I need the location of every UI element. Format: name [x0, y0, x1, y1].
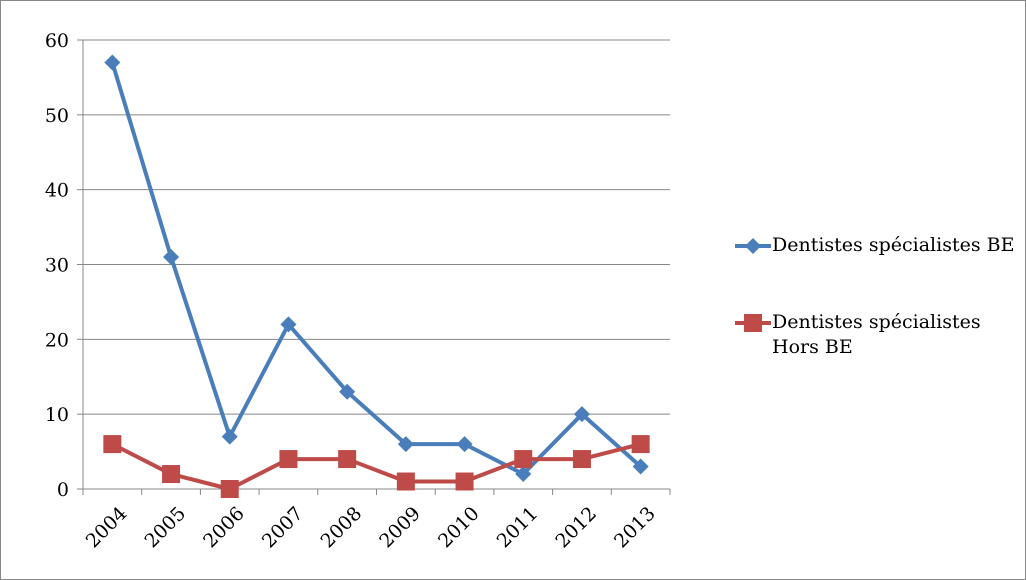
y-tick-label: 30	[45, 255, 69, 277]
marker	[515, 466, 532, 483]
marker	[632, 458, 649, 475]
marker	[103, 435, 122, 454]
legend-marker	[744, 314, 762, 332]
y-tick-label: 40	[45, 180, 69, 202]
marker	[339, 383, 356, 400]
marker	[104, 54, 121, 71]
marker	[456, 436, 473, 453]
series-line	[111, 442, 642, 491]
marker	[220, 480, 239, 498]
y-tick-label: 0	[57, 479, 69, 501]
marker	[573, 406, 590, 423]
marker	[397, 436, 414, 453]
marker	[455, 472, 474, 491]
marker	[162, 465, 181, 484]
marker	[163, 249, 180, 266]
marker	[280, 316, 297, 333]
marker	[221, 428, 238, 445]
marker	[631, 435, 650, 454]
y-tick-label: 10	[45, 404, 69, 426]
series-line	[110, 61, 642, 477]
marker	[514, 450, 533, 469]
marker	[279, 450, 298, 469]
legend-marker	[745, 238, 761, 254]
legend-label: Dentistes spécialistes BE	[772, 234, 1015, 256]
y-tick-label: 60	[45, 30, 69, 52]
legend-label: Dentistes spécialistes Hors BE	[772, 311, 981, 358]
y-tick-label: 20	[45, 329, 69, 351]
y-tick-label: 50	[45, 105, 69, 127]
marker	[396, 472, 415, 491]
marker	[572, 450, 591, 469]
marker	[338, 450, 357, 469]
